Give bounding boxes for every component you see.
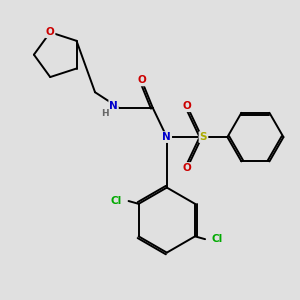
Text: O: O (138, 76, 146, 85)
Text: N: N (109, 101, 118, 111)
Text: N: N (162, 132, 171, 142)
Text: H: H (101, 109, 108, 118)
Text: Cl: Cl (111, 196, 122, 206)
Text: O: O (182, 101, 191, 111)
Text: O: O (182, 163, 191, 173)
Text: Cl: Cl (212, 234, 223, 244)
Text: O: O (46, 27, 55, 37)
Text: S: S (200, 132, 207, 142)
